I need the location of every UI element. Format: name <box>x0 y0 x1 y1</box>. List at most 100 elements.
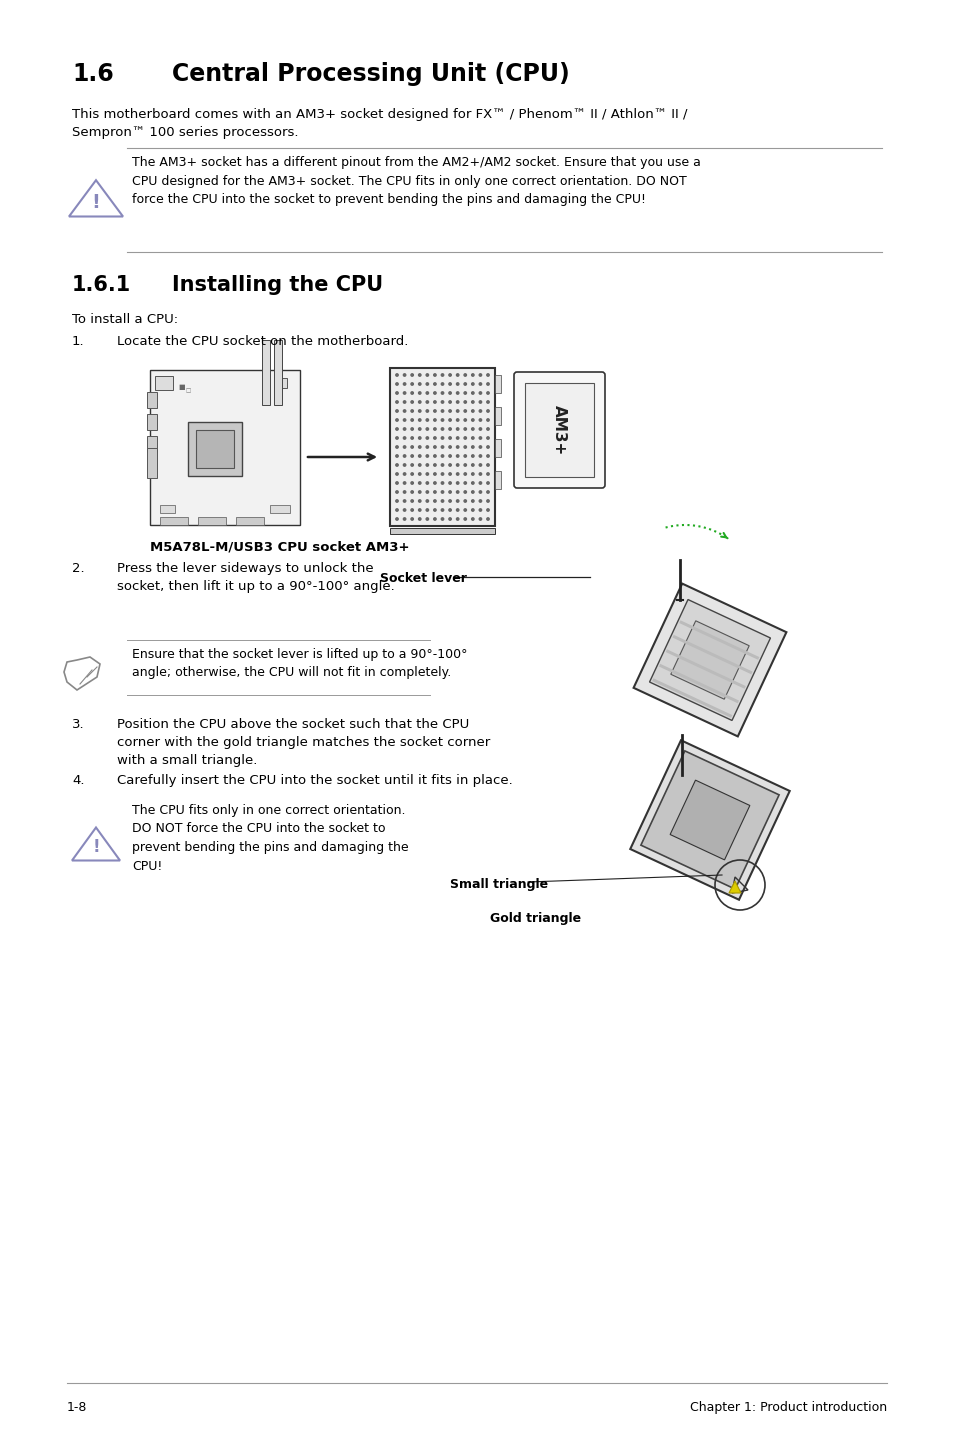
Bar <box>390 368 495 526</box>
Circle shape <box>449 382 451 385</box>
Circle shape <box>395 455 397 457</box>
Bar <box>679 620 759 660</box>
Circle shape <box>411 473 413 475</box>
Circle shape <box>403 491 405 493</box>
Circle shape <box>486 392 489 394</box>
Text: !: ! <box>92 839 100 856</box>
Circle shape <box>426 418 428 421</box>
Circle shape <box>411 445 413 448</box>
Circle shape <box>463 382 466 385</box>
Circle shape <box>441 418 443 421</box>
Circle shape <box>456 464 458 467</box>
Circle shape <box>426 392 428 394</box>
Text: !: ! <box>91 192 100 212</box>
Circle shape <box>403 464 405 467</box>
Circle shape <box>471 374 474 377</box>
Circle shape <box>434 518 436 520</box>
Circle shape <box>426 518 428 520</box>
Circle shape <box>486 437 489 440</box>
Circle shape <box>403 410 405 412</box>
Circle shape <box>471 437 474 440</box>
Circle shape <box>395 491 397 493</box>
Bar <box>147 448 157 478</box>
Circle shape <box>411 410 413 412</box>
Circle shape <box>463 374 466 377</box>
Bar <box>495 471 500 488</box>
Circle shape <box>403 392 405 394</box>
Circle shape <box>418 401 420 404</box>
Text: Small triangle: Small triangle <box>450 878 548 891</box>
Circle shape <box>478 382 481 385</box>
Bar <box>659 664 739 703</box>
Bar <box>147 435 157 453</box>
Circle shape <box>463 518 466 520</box>
Circle shape <box>426 374 428 377</box>
Circle shape <box>403 374 405 377</box>
Bar <box>670 621 748 699</box>
Circle shape <box>456 481 458 484</box>
Bar <box>160 505 174 513</box>
Text: 1-8: 1-8 <box>67 1400 88 1413</box>
Circle shape <box>471 401 474 404</box>
Circle shape <box>411 464 413 467</box>
Bar <box>147 414 157 430</box>
Circle shape <box>456 428 458 430</box>
Text: 1.6: 1.6 <box>71 62 113 86</box>
Circle shape <box>403 401 405 404</box>
Circle shape <box>486 374 489 377</box>
Circle shape <box>463 401 466 404</box>
Circle shape <box>418 491 420 493</box>
Circle shape <box>395 418 397 421</box>
Circle shape <box>478 410 481 412</box>
Text: Central Processing Unit (CPU): Central Processing Unit (CPU) <box>172 62 569 86</box>
Circle shape <box>426 382 428 385</box>
Circle shape <box>449 410 451 412</box>
Circle shape <box>403 455 405 457</box>
Text: ■: ■ <box>178 384 185 390</box>
Circle shape <box>434 464 436 467</box>
Circle shape <box>395 445 397 448</box>
Circle shape <box>456 508 458 511</box>
Circle shape <box>411 428 413 430</box>
Circle shape <box>478 518 481 520</box>
Text: □: □ <box>186 388 191 392</box>
Circle shape <box>426 445 428 448</box>
Circle shape <box>463 445 466 448</box>
Circle shape <box>395 401 397 404</box>
Circle shape <box>441 464 443 467</box>
Text: Gold triangle: Gold triangle <box>490 912 580 925</box>
Circle shape <box>463 455 466 457</box>
Circle shape <box>486 410 489 412</box>
Circle shape <box>449 491 451 493</box>
Bar <box>147 392 157 408</box>
Circle shape <box>478 464 481 467</box>
Circle shape <box>441 491 443 493</box>
Text: Sempron™ 100 series processors.: Sempron™ 100 series processors. <box>71 126 298 139</box>
Text: The AM3+ socket has a different pinout from the AM2+/AM2 socket. Ensure that you: The AM3+ socket has a different pinout f… <box>132 156 700 206</box>
Circle shape <box>449 437 451 440</box>
Bar <box>495 375 500 392</box>
Circle shape <box>395 437 397 440</box>
Circle shape <box>456 392 458 394</box>
Circle shape <box>441 428 443 430</box>
Bar <box>160 517 188 526</box>
Circle shape <box>434 481 436 484</box>
Circle shape <box>411 418 413 421</box>
Circle shape <box>411 481 413 484</box>
Text: M5A78L-M/USB3 CPU socket AM3+: M5A78L-M/USB3 CPU socket AM3+ <box>150 540 409 553</box>
Circle shape <box>411 392 413 394</box>
Circle shape <box>486 418 489 421</box>
Bar <box>274 378 287 388</box>
Text: AM3+: AM3+ <box>551 405 566 455</box>
Circle shape <box>434 382 436 385</box>
Circle shape <box>478 374 481 377</box>
Text: Socket lever: Socket lever <box>379 571 466 586</box>
Circle shape <box>456 445 458 448</box>
Circle shape <box>411 382 413 385</box>
Circle shape <box>463 392 466 394</box>
Circle shape <box>395 500 397 503</box>
Circle shape <box>403 437 405 440</box>
Circle shape <box>418 382 420 385</box>
Circle shape <box>395 464 397 467</box>
Circle shape <box>426 491 428 493</box>
